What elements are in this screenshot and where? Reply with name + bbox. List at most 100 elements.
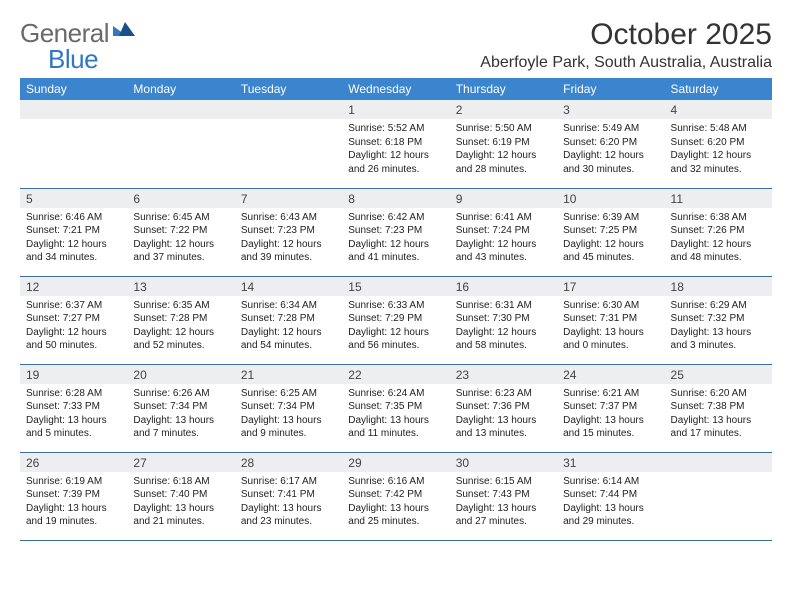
day-number: 16	[450, 277, 557, 296]
day-number: 22	[342, 365, 449, 384]
calendar-day-cell: 25Sunrise: 6:20 AMSunset: 7:38 PMDayligh…	[665, 364, 772, 452]
logo: General Blue	[20, 18, 137, 49]
day-number: 7	[235, 189, 342, 208]
day-number: 11	[665, 189, 772, 208]
calendar-day-cell: 12Sunrise: 6:37 AMSunset: 7:27 PMDayligh…	[20, 276, 127, 364]
day-details: Sunrise: 6:17 AMSunset: 7:41 PMDaylight:…	[235, 472, 342, 533]
day-number: 26	[20, 453, 127, 472]
day-number: 15	[342, 277, 449, 296]
day-details: Sunrise: 5:48 AMSunset: 6:20 PMDaylight:…	[665, 119, 772, 180]
day-details: Sunrise: 6:42 AMSunset: 7:23 PMDaylight:…	[342, 208, 449, 269]
day-number: 9	[450, 189, 557, 208]
calendar-week-row: 19Sunrise: 6:28 AMSunset: 7:33 PMDayligh…	[20, 364, 772, 452]
calendar-day-cell: 8Sunrise: 6:42 AMSunset: 7:23 PMDaylight…	[342, 188, 449, 276]
day-number: 2	[450, 100, 557, 119]
weekday-header: Sunday	[20, 78, 127, 100]
weekday-header: Thursday	[450, 78, 557, 100]
calendar-day-cell: 13Sunrise: 6:35 AMSunset: 7:28 PMDayligh…	[127, 276, 234, 364]
day-details: Sunrise: 5:52 AMSunset: 6:18 PMDaylight:…	[342, 119, 449, 180]
location: Aberfoyle Park, South Australia, Austral…	[480, 54, 772, 72]
weekday-header: Wednesday	[342, 78, 449, 100]
day-number: 21	[235, 365, 342, 384]
day-details: Sunrise: 6:29 AMSunset: 7:32 PMDaylight:…	[665, 296, 772, 357]
calendar-day-cell: 29Sunrise: 6:16 AMSunset: 7:42 PMDayligh…	[342, 452, 449, 540]
day-details: Sunrise: 6:14 AMSunset: 7:44 PMDaylight:…	[557, 472, 664, 533]
day-details: Sunrise: 6:34 AMSunset: 7:28 PMDaylight:…	[235, 296, 342, 357]
day-details: Sunrise: 6:45 AMSunset: 7:22 PMDaylight:…	[127, 208, 234, 269]
calendar-day-cell: 22Sunrise: 6:24 AMSunset: 7:35 PMDayligh…	[342, 364, 449, 452]
calendar-day-cell: 6Sunrise: 6:45 AMSunset: 7:22 PMDaylight…	[127, 188, 234, 276]
calendar-day-cell: 23Sunrise: 6:23 AMSunset: 7:36 PMDayligh…	[450, 364, 557, 452]
calendar-day-cell: 30Sunrise: 6:15 AMSunset: 7:43 PMDayligh…	[450, 452, 557, 540]
calendar-day-cell: 26Sunrise: 6:19 AMSunset: 7:39 PMDayligh…	[20, 452, 127, 540]
title-block: October 2025 Aberfoyle Park, South Austr…	[480, 18, 772, 72]
day-details: Sunrise: 6:38 AMSunset: 7:26 PMDaylight:…	[665, 208, 772, 269]
day-details: Sunrise: 6:21 AMSunset: 7:37 PMDaylight:…	[557, 384, 664, 445]
calendar-week-row: 5Sunrise: 6:46 AMSunset: 7:21 PMDaylight…	[20, 188, 772, 276]
day-number: 29	[342, 453, 449, 472]
calendar-day-cell: 4Sunrise: 5:48 AMSunset: 6:20 PMDaylight…	[665, 100, 772, 188]
calendar-week-row: 26Sunrise: 6:19 AMSunset: 7:39 PMDayligh…	[20, 452, 772, 540]
day-number-empty	[127, 100, 234, 119]
calendar-day-cell: 20Sunrise: 6:26 AMSunset: 7:34 PMDayligh…	[127, 364, 234, 452]
day-number: 4	[665, 100, 772, 119]
day-details: Sunrise: 6:43 AMSunset: 7:23 PMDaylight:…	[235, 208, 342, 269]
weekday-header-row: Sunday Monday Tuesday Wednesday Thursday…	[20, 78, 772, 100]
month-title: October 2025	[480, 18, 772, 52]
calendar-day-cell: 10Sunrise: 6:39 AMSunset: 7:25 PMDayligh…	[557, 188, 664, 276]
day-number: 17	[557, 277, 664, 296]
weekday-header: Saturday	[665, 78, 772, 100]
day-number: 20	[127, 365, 234, 384]
day-number: 10	[557, 189, 664, 208]
calendar-day-cell	[20, 100, 127, 188]
weekday-header: Tuesday	[235, 78, 342, 100]
day-number: 27	[127, 453, 234, 472]
day-details: Sunrise: 6:30 AMSunset: 7:31 PMDaylight:…	[557, 296, 664, 357]
calendar-table: Sunday Monday Tuesday Wednesday Thursday…	[20, 78, 772, 541]
calendar-day-cell: 19Sunrise: 6:28 AMSunset: 7:33 PMDayligh…	[20, 364, 127, 452]
day-details: Sunrise: 6:35 AMSunset: 7:28 PMDaylight:…	[127, 296, 234, 357]
day-details: Sunrise: 5:50 AMSunset: 6:19 PMDaylight:…	[450, 119, 557, 180]
day-details: Sunrise: 6:25 AMSunset: 7:34 PMDaylight:…	[235, 384, 342, 445]
calendar-day-cell	[665, 452, 772, 540]
logo-text-blue: Blue	[48, 44, 98, 75]
day-details: Sunrise: 6:28 AMSunset: 7:33 PMDaylight:…	[20, 384, 127, 445]
day-details: Sunrise: 6:18 AMSunset: 7:40 PMDaylight:…	[127, 472, 234, 533]
calendar-day-cell: 16Sunrise: 6:31 AMSunset: 7:30 PMDayligh…	[450, 276, 557, 364]
header: General Blue October 2025 Aberfoyle Park…	[20, 18, 772, 72]
day-details: Sunrise: 6:41 AMSunset: 7:24 PMDaylight:…	[450, 208, 557, 269]
weekday-header: Friday	[557, 78, 664, 100]
calendar-day-cell: 31Sunrise: 6:14 AMSunset: 7:44 PMDayligh…	[557, 452, 664, 540]
day-details: Sunrise: 6:16 AMSunset: 7:42 PMDaylight:…	[342, 472, 449, 533]
day-details: Sunrise: 6:26 AMSunset: 7:34 PMDaylight:…	[127, 384, 234, 445]
calendar-day-cell: 21Sunrise: 6:25 AMSunset: 7:34 PMDayligh…	[235, 364, 342, 452]
day-number: 18	[665, 277, 772, 296]
day-number: 6	[127, 189, 234, 208]
calendar-day-cell: 18Sunrise: 6:29 AMSunset: 7:32 PMDayligh…	[665, 276, 772, 364]
day-details: Sunrise: 6:46 AMSunset: 7:21 PMDaylight:…	[20, 208, 127, 269]
calendar-day-cell: 1Sunrise: 5:52 AMSunset: 6:18 PMDaylight…	[342, 100, 449, 188]
day-details: Sunrise: 6:19 AMSunset: 7:39 PMDaylight:…	[20, 472, 127, 533]
logo-mark-icon	[113, 22, 135, 45]
calendar-day-cell: 24Sunrise: 6:21 AMSunset: 7:37 PMDayligh…	[557, 364, 664, 452]
day-number: 24	[557, 365, 664, 384]
calendar-day-cell: 9Sunrise: 6:41 AMSunset: 7:24 PMDaylight…	[450, 188, 557, 276]
calendar-day-cell	[235, 100, 342, 188]
day-details: Sunrise: 6:20 AMSunset: 7:38 PMDaylight:…	[665, 384, 772, 445]
day-details: Sunrise: 6:31 AMSunset: 7:30 PMDaylight:…	[450, 296, 557, 357]
day-number-empty	[665, 453, 772, 472]
day-number: 30	[450, 453, 557, 472]
calendar-day-cell: 14Sunrise: 6:34 AMSunset: 7:28 PMDayligh…	[235, 276, 342, 364]
day-number: 14	[235, 277, 342, 296]
day-number: 3	[557, 100, 664, 119]
calendar-week-row: 12Sunrise: 6:37 AMSunset: 7:27 PMDayligh…	[20, 276, 772, 364]
day-number: 31	[557, 453, 664, 472]
calendar-day-cell: 28Sunrise: 6:17 AMSunset: 7:41 PMDayligh…	[235, 452, 342, 540]
calendar-day-cell	[127, 100, 234, 188]
calendar-day-cell: 5Sunrise: 6:46 AMSunset: 7:21 PMDaylight…	[20, 188, 127, 276]
weekday-header: Monday	[127, 78, 234, 100]
day-number: 8	[342, 189, 449, 208]
calendar-day-cell: 2Sunrise: 5:50 AMSunset: 6:19 PMDaylight…	[450, 100, 557, 188]
day-details: Sunrise: 6:23 AMSunset: 7:36 PMDaylight:…	[450, 384, 557, 445]
day-number: 23	[450, 365, 557, 384]
